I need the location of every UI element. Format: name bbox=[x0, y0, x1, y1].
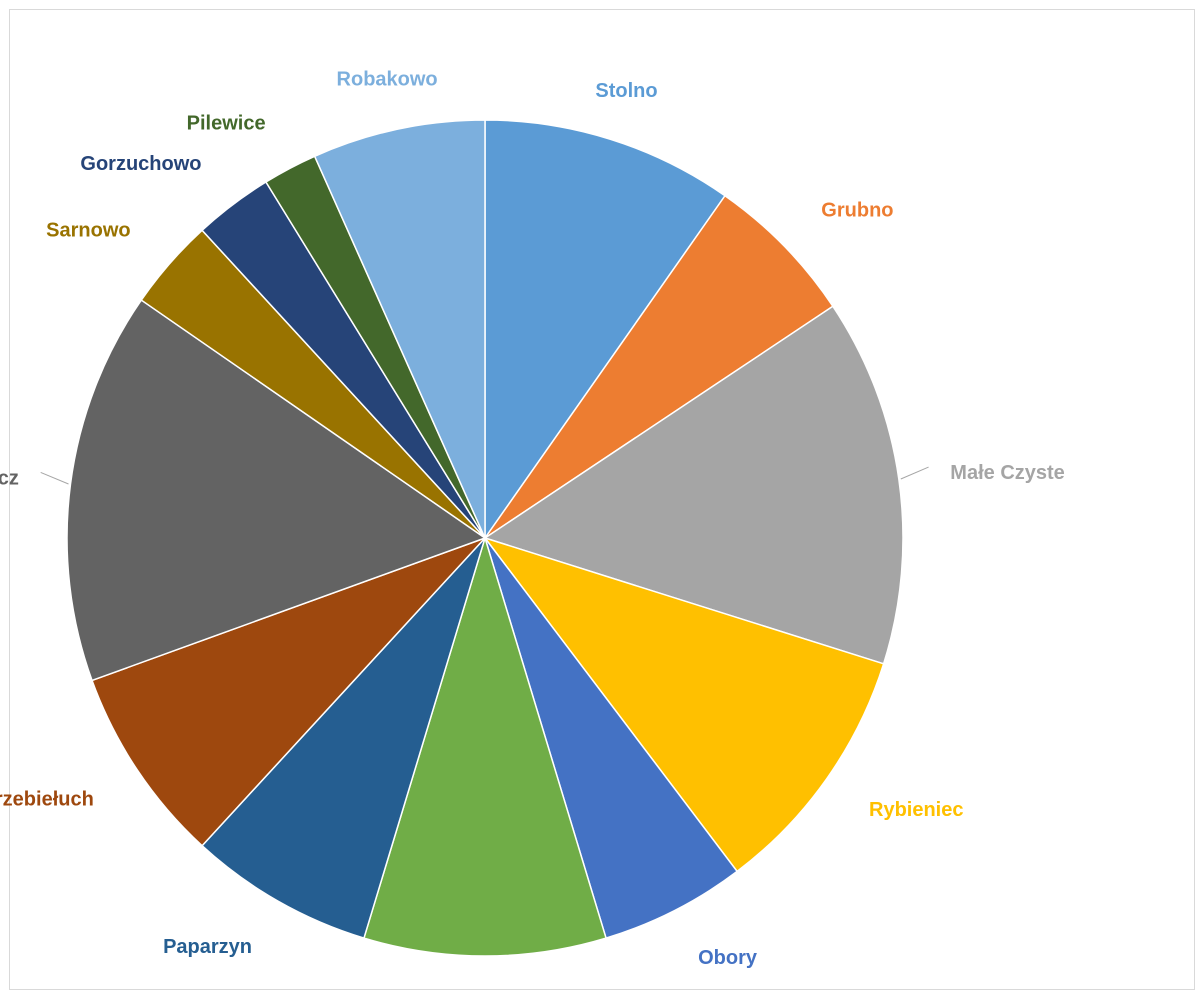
pie-slice-stolno bbox=[484, 119, 727, 541]
slice-label-wabcz: Wabcz bbox=[0, 468, 19, 490]
leader-lines bbox=[40, 466, 929, 485]
slice-label-rybieniec: Rybieniec bbox=[869, 799, 963, 821]
pie-slice-obory bbox=[484, 537, 739, 940]
slice-label-male-czyste: Małe Czyste bbox=[950, 462, 1065, 484]
slice-label-paparzyn: Paparzyn bbox=[163, 936, 252, 958]
slice-label-pilewice: Pilewice bbox=[187, 112, 266, 134]
pie-slice-paparzyn bbox=[201, 537, 486, 940]
pie-slice-rybieniec bbox=[482, 536, 885, 873]
slice-label-grubno: Grubno bbox=[821, 200, 893, 222]
leader-line-wabcz bbox=[40, 471, 69, 485]
slice-label-sarnowo: Sarnowo bbox=[46, 219, 130, 241]
leader-line-male-czyste bbox=[900, 466, 929, 480]
pie-slice-wabcz bbox=[66, 299, 487, 682]
pie-slice-cepno bbox=[363, 535, 607, 957]
slice-label-robakowo: Robakowo bbox=[337, 68, 438, 90]
pie-slice-robakowo bbox=[313, 119, 486, 539]
pie-slice-trzebieluch bbox=[91, 537, 486, 847]
slice-label-obory: Obory bbox=[698, 947, 758, 969]
pie-slices bbox=[66, 119, 904, 957]
slice-label-stolno: Stolno bbox=[595, 80, 657, 102]
slice-label-gorzuchowo: Gorzuchowo bbox=[80, 153, 201, 175]
pie-slice-grubno bbox=[484, 194, 834, 539]
pie-slice-male-czyste bbox=[483, 305, 904, 665]
slice-label-trzebieluch: Trzebiełuch bbox=[0, 789, 94, 811]
